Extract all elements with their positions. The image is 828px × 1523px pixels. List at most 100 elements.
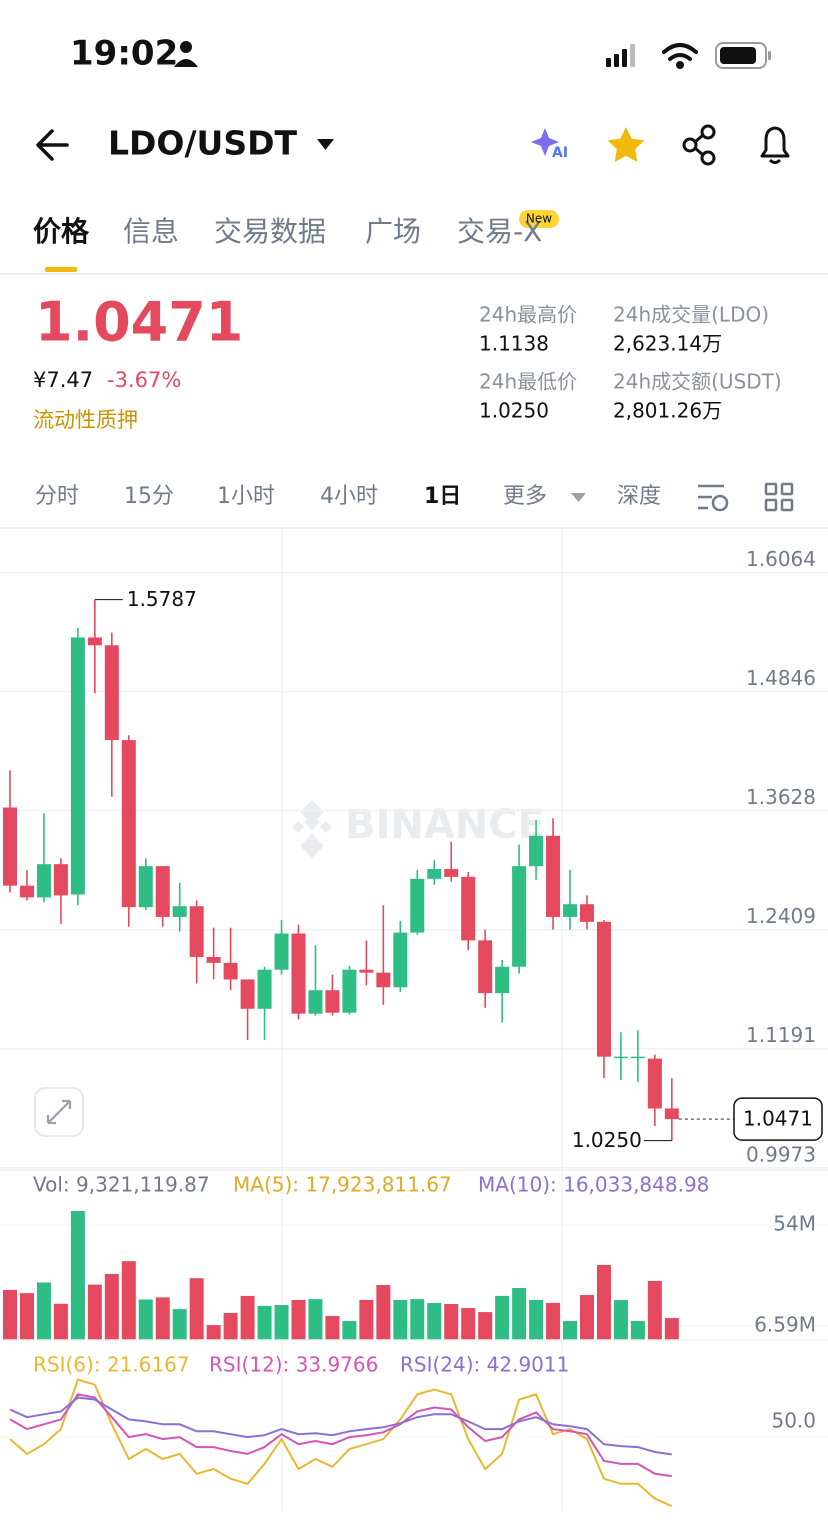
volume-bar [342, 1321, 357, 1340]
volume-bar [257, 1305, 272, 1340]
share-button[interactable] [682, 124, 716, 166]
candle-body [325, 990, 340, 1013]
tab[interactable]: 信息 [123, 215, 179, 248]
volume-bar [274, 1305, 289, 1340]
volume-bar [613, 1299, 628, 1340]
last-price-tag-text: 1.0471 [743, 1107, 813, 1131]
volume-bar [410, 1299, 425, 1340]
rsi-legend: RSI(12): 33.9766 [209, 1353, 378, 1377]
volume-bar [223, 1312, 238, 1340]
stat-label: 24h成交额(USDT) [613, 370, 782, 394]
volume-bar [206, 1325, 221, 1340]
watermark-logo [292, 800, 332, 858]
alert-button[interactable] [760, 126, 790, 164]
status-time: 19:02 [70, 34, 178, 74]
candle-body [342, 969, 357, 1013]
favorite-button[interactable] [607, 127, 645, 162]
last-price-tag [733, 1097, 823, 1141]
cny-price: ¥7.47 [33, 368, 93, 392]
volume-bar [87, 1284, 102, 1340]
volume-bar [546, 1302, 561, 1340]
person-icon [174, 41, 198, 67]
volume-legend: MA(10): 16,033,848.98 [478, 1173, 709, 1197]
high-label: 1.5787 [127, 587, 197, 611]
rsi-tick-label: 50.0 [771, 1409, 816, 1433]
candle-body [53, 864, 68, 896]
rsi-legend: RSI(24): 42.9011 [400, 1353, 569, 1377]
ai-button[interactable]: AI [531, 128, 568, 161]
volume-bar [70, 1210, 85, 1340]
volume-bar [121, 1261, 136, 1340]
tab[interactable]: 交易数据 [214, 215, 326, 248]
interval-tab[interactable]: 更多 [503, 484, 547, 509]
rsi-line [9, 1378, 673, 1508]
candle-body [630, 1056, 645, 1059]
candle-body [478, 940, 493, 994]
svg-text:AI: AI [552, 145, 568, 161]
interval-tab[interactable]: 1日 [424, 484, 461, 509]
volume-legend: MA(5): 17,923,811.67 [233, 1173, 452, 1197]
candle-body [596, 921, 611, 1057]
candle-body [546, 835, 561, 917]
price-change: -3.67% [107, 368, 181, 392]
wifi-icon [662, 43, 698, 69]
stat-label: 24h最高价 [479, 303, 577, 327]
candle-body [664, 1108, 679, 1120]
volume-bar [444, 1303, 459, 1340]
candle-body [172, 906, 187, 917]
candle-body [410, 878, 425, 933]
stat-value: 1.1138 [479, 332, 549, 356]
y-tick-label: 1.1191 [746, 1023, 816, 1047]
y-tick-label: 1.2409 [746, 904, 816, 928]
tab[interactable]: 交易-X [457, 215, 542, 248]
battery-icon [715, 42, 771, 69]
interval-tab[interactable]: 深度 [617, 484, 661, 509]
candle-body [206, 956, 221, 963]
volume-bar [647, 1280, 662, 1340]
volume-bar [19, 1293, 34, 1340]
candle-body [647, 1058, 662, 1109]
volume-bar [630, 1321, 645, 1340]
interval-tab[interactable]: 15分 [124, 484, 174, 509]
indicator-settings[interactable] [698, 484, 729, 512]
new-badge [519, 210, 559, 228]
stat-label: 24h成交量(LDO) [613, 303, 769, 327]
volume-bar [138, 1299, 153, 1340]
fullscreen-button[interactable] [34, 1087, 84, 1137]
volume-legend: Vol: 9,321,119.87 [33, 1173, 210, 1197]
stat-value: 2,801.26万 [613, 399, 722, 423]
tab[interactable]: 价格 [33, 215, 90, 248]
volume-bar [478, 1312, 493, 1340]
volume-bar [359, 1299, 374, 1340]
volume-bar [240, 1295, 255, 1340]
more-dropdown[interactable] [571, 493, 586, 502]
pair-dropdown[interactable] [317, 139, 334, 150]
candle-body [613, 1056, 628, 1059]
candle-body [495, 966, 510, 994]
volume-bar [529, 1299, 544, 1340]
candle-body [223, 962, 238, 980]
volume-bar [325, 1315, 340, 1340]
volume-bar [104, 1273, 119, 1340]
last-price: 1.0471 [35, 291, 243, 354]
volume-bar [36, 1282, 51, 1340]
interval-tab[interactable]: 4小时 [320, 484, 378, 509]
candle-body [155, 866, 170, 917]
tab[interactable]: 广场 [365, 215, 421, 248]
candle-body [274, 933, 289, 970]
volume-bar [189, 1278, 204, 1340]
back-button[interactable] [36, 129, 69, 161]
candle-body [36, 864, 51, 898]
low-label: 1.0250 [572, 1128, 642, 1152]
y-tick-label: 1.4846 [746, 666, 816, 690]
candle-body [529, 835, 544, 867]
interval-tab[interactable]: 分时 [35, 484, 79, 509]
layout-button[interactable] [764, 482, 794, 512]
volume-bar [172, 1309, 187, 1340]
candle-body [257, 969, 272, 1009]
interval-tab[interactable]: 1小时 [217, 484, 275, 509]
candle-body [87, 637, 102, 646]
volume-bar [393, 1299, 408, 1340]
candle-body [512, 866, 527, 967]
